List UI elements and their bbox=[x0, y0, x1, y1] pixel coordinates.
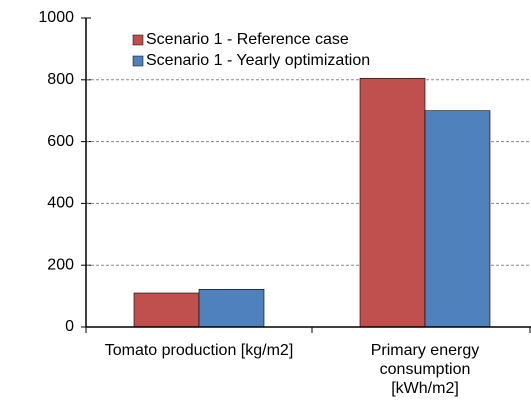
x-tick-label: Primary energy consumption [kWh/m2] bbox=[370, 342, 480, 397]
legend-swatch bbox=[132, 55, 144, 67]
legend-swatch bbox=[132, 34, 144, 46]
bar bbox=[198, 289, 265, 328]
y-tick-label: 400 bbox=[47, 195, 74, 212]
bar bbox=[424, 110, 491, 328]
y-tick-label: 800 bbox=[47, 71, 74, 88]
bar bbox=[133, 292, 200, 328]
y-tick-label: 600 bbox=[47, 133, 74, 150]
y-tick-label: 1000 bbox=[38, 9, 74, 26]
x-tick-label: Tomato production [kg/m2] bbox=[104, 342, 294, 359]
legend-label: Scenario 1 - Yearly optimization bbox=[146, 52, 370, 69]
y-tick-label: 200 bbox=[47, 256, 74, 273]
y-tick-label: 0 bbox=[65, 318, 74, 335]
legend-label: Scenario 1 - Reference case bbox=[146, 31, 349, 48]
bar bbox=[359, 77, 426, 328]
